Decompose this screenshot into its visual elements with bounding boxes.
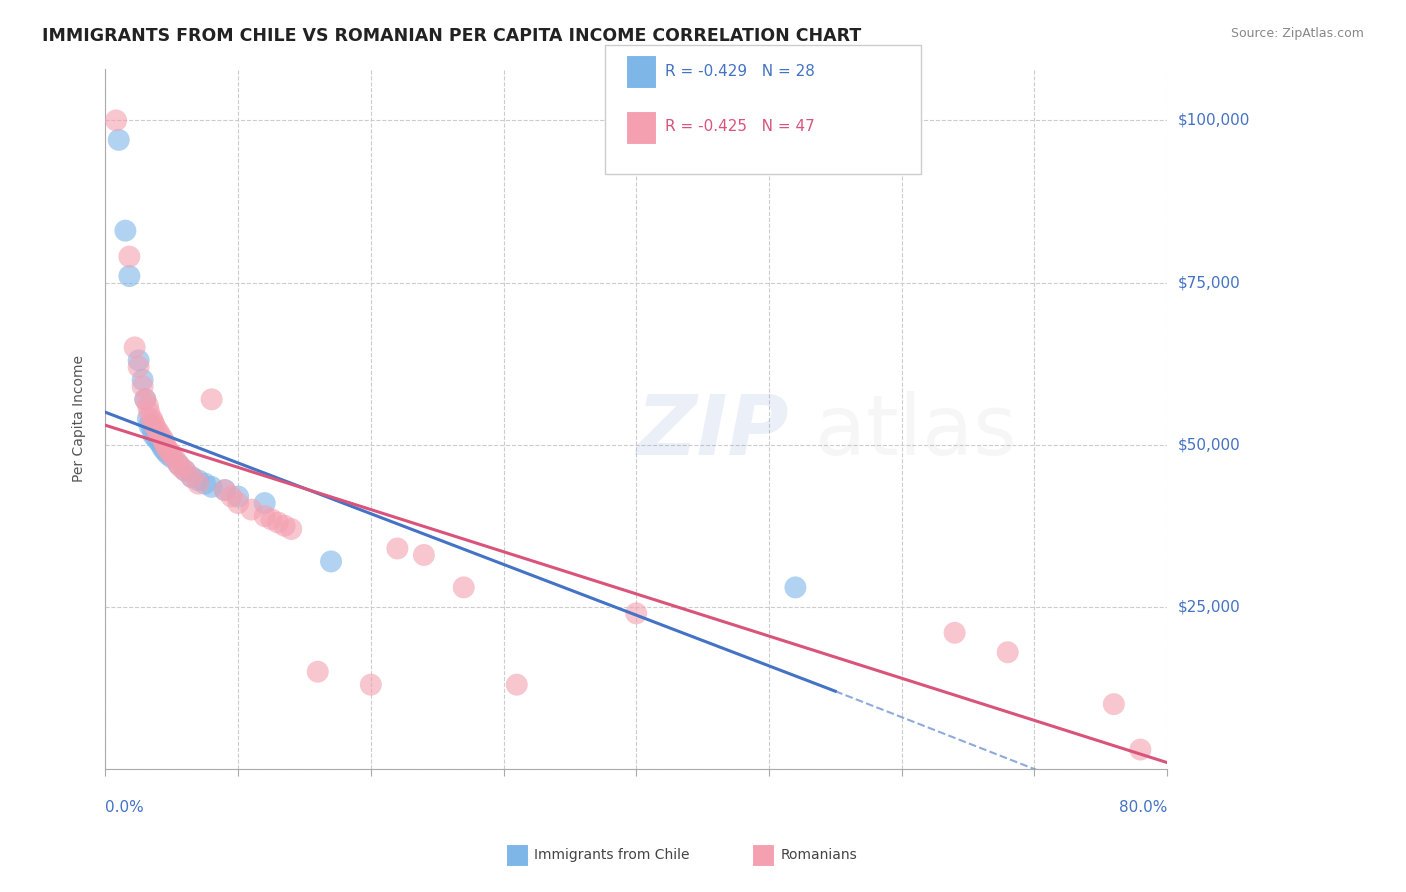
Text: 0.0%: 0.0% [105, 799, 145, 814]
Point [153, 444, 176, 458]
Point [148, 434, 170, 449]
Point [226, 490, 249, 504]
Point [143, 418, 166, 433]
Point [136, 399, 159, 413]
Point [128, 353, 150, 368]
Point [413, 548, 436, 562]
Text: Source: ZipAtlas.com: Source: ZipAtlas.com [1230, 27, 1364, 40]
Text: $100,000: $100,000 [1178, 113, 1250, 128]
Point [131, 379, 153, 393]
Point [163, 450, 186, 465]
Point [201, 480, 224, 494]
Point [253, 496, 276, 510]
Point [785, 581, 807, 595]
Point [114, 224, 136, 238]
Point [148, 425, 170, 439]
Text: Immigrants from Chile: Immigrants from Chile [534, 848, 690, 863]
Point [160, 447, 183, 461]
Text: atlas: atlas [815, 392, 1017, 472]
Point [153, 434, 176, 449]
Point [138, 405, 160, 419]
Text: R = -0.429   N = 28: R = -0.429 N = 28 [665, 64, 815, 78]
Point [187, 474, 209, 488]
Point [260, 512, 283, 526]
Point [152, 431, 174, 445]
Point [221, 490, 243, 504]
Text: 80.0%: 80.0% [1119, 799, 1167, 814]
Point [180, 470, 202, 484]
Point [141, 411, 163, 425]
Point [142, 428, 165, 442]
Point [1102, 697, 1125, 711]
Point [997, 645, 1019, 659]
Point [360, 678, 382, 692]
Point [105, 113, 128, 128]
Point [387, 541, 409, 556]
Point [253, 509, 276, 524]
Text: $50,000: $50,000 [1178, 437, 1240, 452]
Point [124, 340, 146, 354]
Point [150, 438, 173, 452]
Point [134, 392, 156, 407]
Point [152, 441, 174, 455]
Point [138, 418, 160, 433]
Point [157, 444, 180, 458]
Point [149, 428, 172, 442]
Point [134, 392, 156, 407]
Point [267, 516, 290, 530]
Point [153, 438, 176, 452]
Point [201, 392, 224, 407]
Point [273, 518, 295, 533]
Point [943, 625, 966, 640]
Point [226, 496, 249, 510]
Point [506, 678, 529, 692]
Point [194, 476, 217, 491]
Point [240, 502, 263, 516]
Text: ZIP: ZIP [636, 392, 789, 472]
Text: IMMIGRANTS FROM CHILE VS ROMANIAN PER CAPITA INCOME CORRELATION CHART: IMMIGRANTS FROM CHILE VS ROMANIAN PER CA… [42, 27, 862, 45]
Point [187, 476, 209, 491]
Point [167, 457, 190, 471]
Point [118, 268, 141, 283]
Point [131, 373, 153, 387]
Text: $25,000: $25,000 [1178, 599, 1240, 615]
Point [214, 483, 236, 497]
Point [160, 450, 183, 465]
Point [118, 250, 141, 264]
Point [307, 665, 329, 679]
Point [128, 359, 150, 374]
Text: Per Capita Income: Per Capita Income [72, 355, 86, 483]
Point [145, 431, 167, 445]
Point [170, 460, 193, 475]
Point [280, 522, 302, 536]
Text: Romanians: Romanians [780, 848, 858, 863]
Point [142, 415, 165, 429]
Point [453, 581, 475, 595]
Point [141, 421, 163, 435]
Point [136, 411, 159, 425]
Point [174, 464, 197, 478]
Point [155, 441, 177, 455]
Point [174, 464, 197, 478]
Point [319, 554, 342, 568]
Point [107, 133, 129, 147]
Text: $75,000: $75,000 [1178, 275, 1240, 290]
Text: R = -0.425   N = 47: R = -0.425 N = 47 [665, 120, 815, 134]
Point [1129, 742, 1152, 756]
Point [145, 421, 167, 435]
Point [214, 483, 236, 497]
Point [180, 470, 202, 484]
Point [624, 607, 647, 621]
Point [167, 457, 190, 471]
Point [156, 447, 179, 461]
